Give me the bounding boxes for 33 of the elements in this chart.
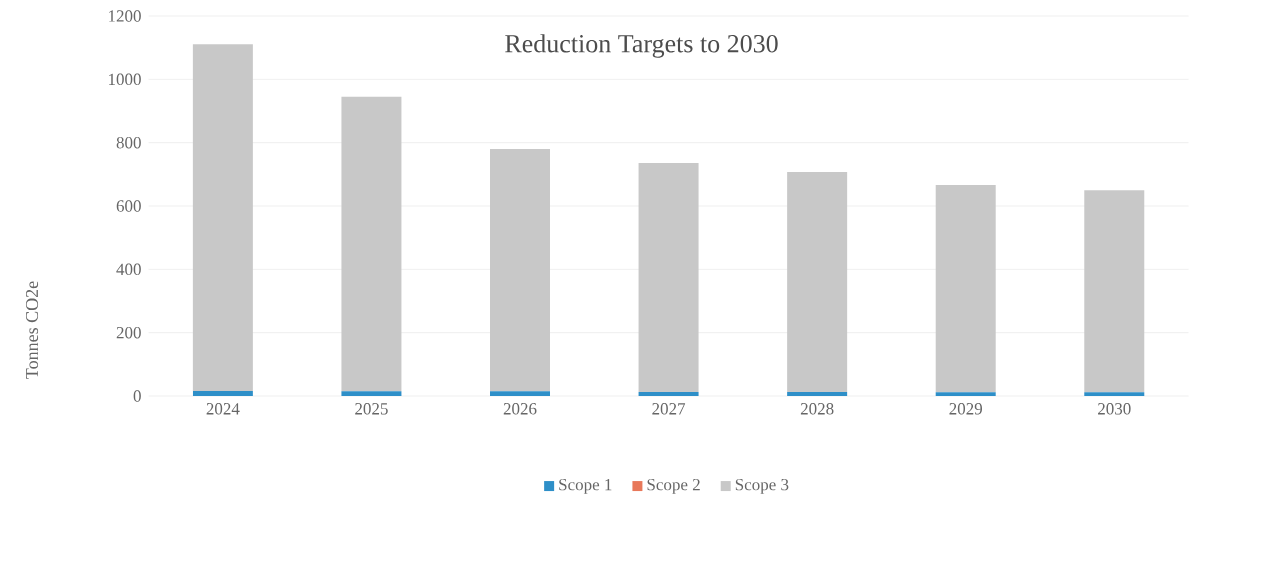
x-tick-label: 2029 (949, 403, 983, 415)
legend-label: Scope 1 (559, 478, 612, 494)
bar (935, 185, 996, 393)
y-tick-label: 1000 (109, 73, 141, 86)
bar (192, 390, 253, 396)
bar (192, 44, 253, 391)
x-tick-label: 2030 (1098, 403, 1131, 415)
legend-label: Scope 3 (735, 478, 789, 494)
x-tick-label: 2028 (800, 403, 834, 415)
bar (638, 162, 699, 392)
bar (490, 391, 550, 396)
x-tick-label: 2027 (652, 403, 686, 415)
y-tick-label: 400 (116, 263, 141, 276)
bar (341, 391, 402, 396)
x-tick-label: 2025 (355, 403, 388, 415)
y-tick-label: 0 (133, 390, 141, 402)
legend-label: Scope 2 (647, 478, 700, 494)
y-tick-label: 200 (116, 326, 141, 339)
y-tick-label: 600 (116, 200, 141, 212)
bar (1084, 190, 1145, 393)
bar (787, 391, 848, 396)
x-tick-label: 2024 (206, 403, 240, 415)
bar (1084, 392, 1145, 396)
y-tick-label: 800 (116, 136, 141, 149)
text: Reduction Targets to 2030 (505, 34, 778, 58)
bar (341, 96, 402, 392)
bar (787, 172, 848, 392)
x-tick-label: 2026 (503, 403, 537, 415)
y-tick-label: 1200 (109, 10, 141, 22)
bar (638, 391, 699, 396)
y-axis-title: Tonnes CO2e (25, 281, 39, 379)
bar (490, 149, 550, 392)
bar (935, 392, 996, 396)
